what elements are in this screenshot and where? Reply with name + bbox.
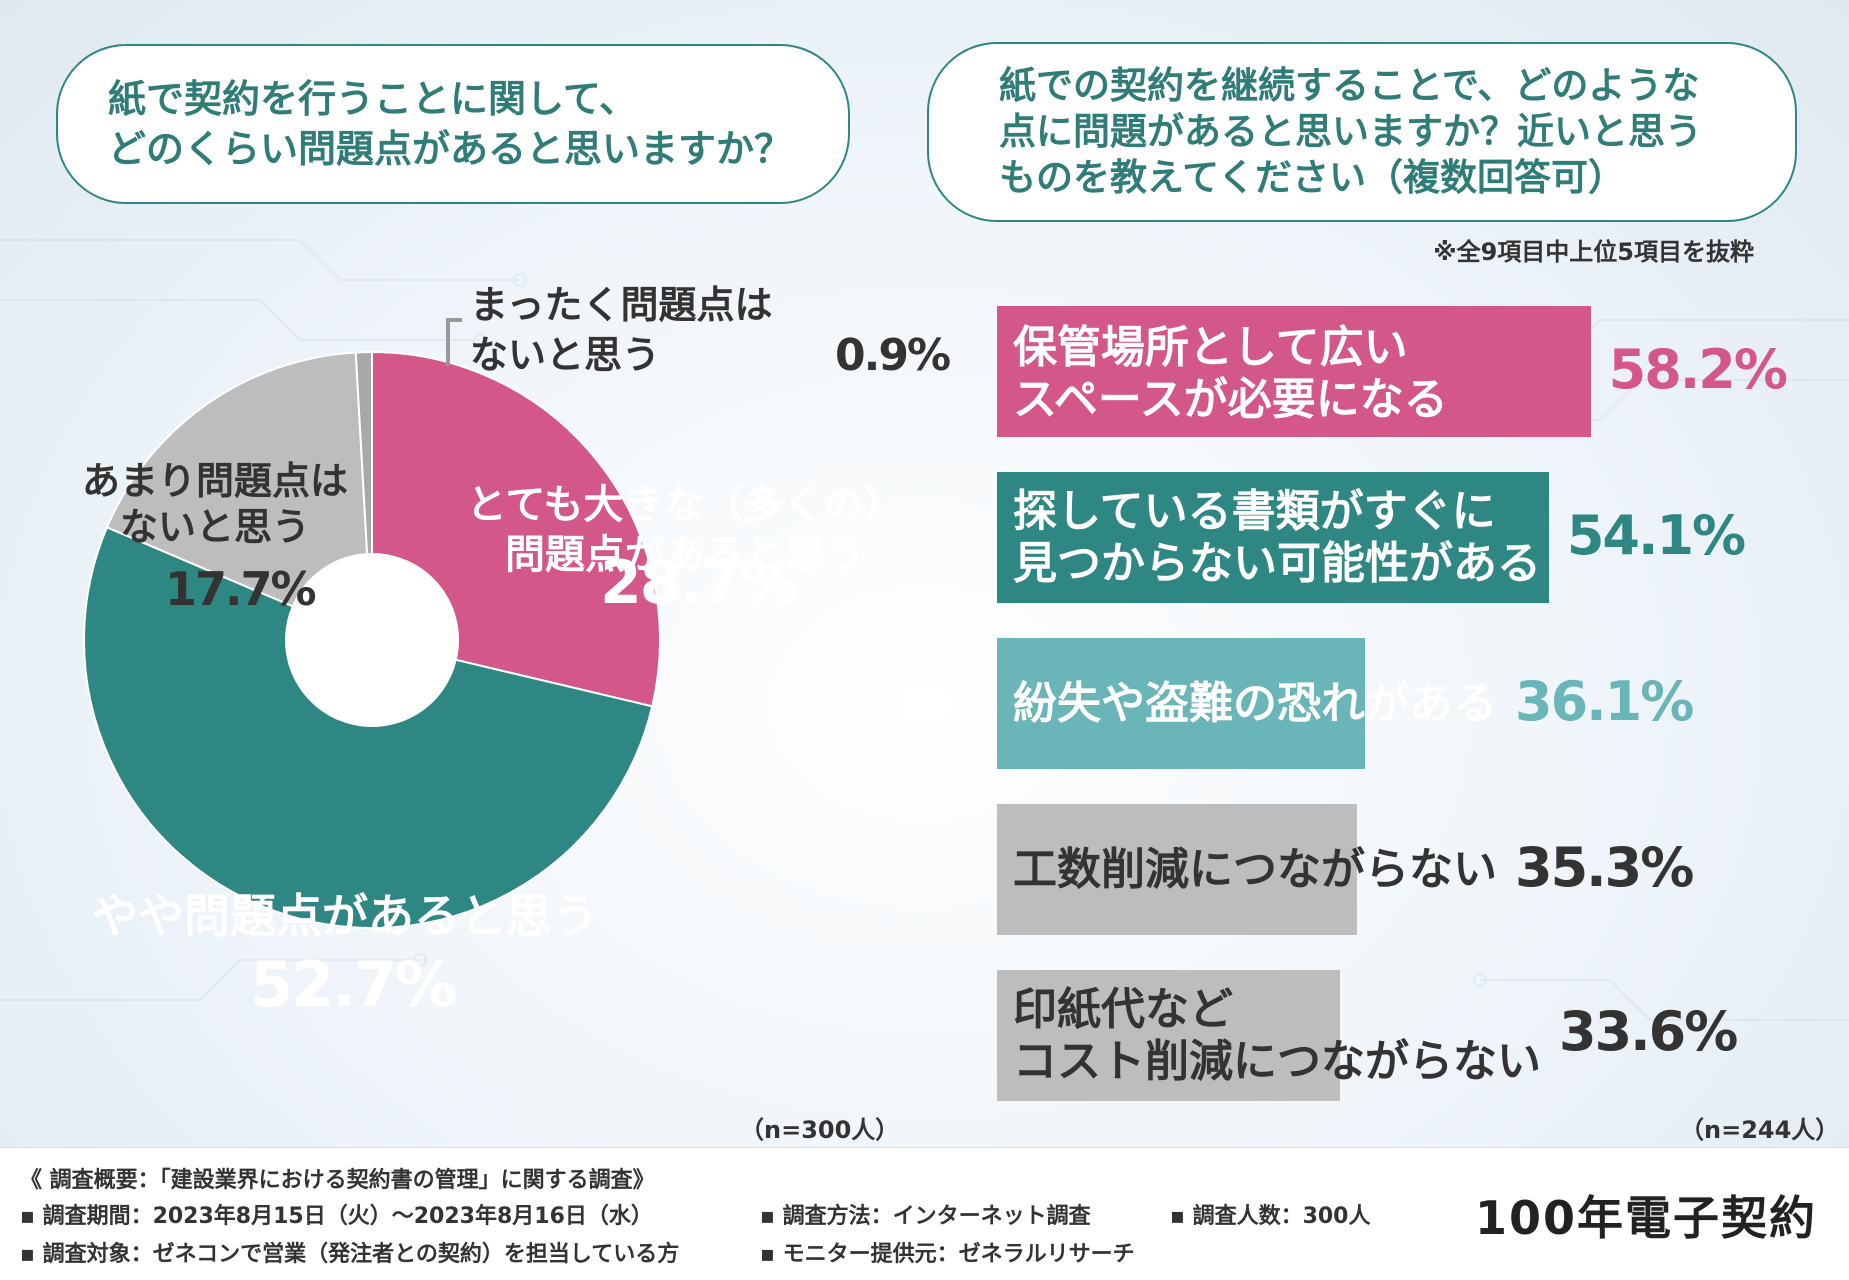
survey-footer: 《 調査概要：「建設業界における契約書の管理」に関する調査》 ▪ 調査期間：20… — [0, 1147, 1849, 1280]
donut-chart: とても大きな（多くの） 問題点があると思う 28.7% やや問題点があると思う … — [0, 283, 951, 1100]
slice-value-none: 0.9% — [835, 330, 951, 381]
slice-not-much — [105, 351, 369, 608]
right-question-text: 紙での契約を継続することで、どのような 点に問題があると思いますか？近いと思う … — [999, 64, 1702, 199]
bar-4 — [997, 970, 1340, 1101]
bar-value-3: 35.3% — [1515, 836, 1694, 899]
n-right: （n=244人） — [1680, 1116, 1840, 1144]
bar-1 — [997, 472, 1549, 603]
bar-label-1: 探している書類がすぐに 見つからない可能性がある — [1013, 486, 1541, 589]
bar-value-2: 36.1% — [1515, 670, 1694, 733]
donut-hole — [286, 554, 458, 726]
bar-label-4: 印紙代など コスト削減につながらない — [1013, 984, 1541, 1087]
slice-label-very-big-text: とても大きな（多くの） 問題点があると思う — [466, 482, 904, 578]
brand-logo: 100年電子契約 — [1474, 1191, 1817, 1245]
slice-label-not-much: あまり問題点は ないと思う — [81, 459, 348, 549]
slice-value-somewhat: 52.7% — [250, 948, 457, 1021]
right-note: ※全9項目中上位5項目を抜粋 — [1433, 238, 1754, 266]
n-left: （n=300人） — [740, 1116, 900, 1144]
left-question-box: 紙で契約を行うことに関して、 どのくらい問題点があると思いますか？ — [56, 44, 850, 204]
bar-value-1: 54.1% — [1566, 504, 1746, 567]
slice-label-very-big: とても大きな（多くの） 問題点があると思う — [455, 430, 915, 580]
footer-target: ▪ 調査対象：ゼネコンで営業（発注者との契約）を担当している方 — [20, 1242, 680, 1267]
bar-0 — [997, 306, 1591, 437]
bar-value-4: 33.6% — [1559, 1000, 1738, 1063]
bar-value-0: 58.2% — [1608, 338, 1788, 401]
bar-label-0: 保管場所として広い スペースが必要になる — [1013, 322, 1448, 425]
slice-label-none: まったく問題点は ないと思う — [470, 283, 773, 377]
bar-label-2: 紛失や盗難の恐れがある — [1013, 678, 1497, 729]
footer-method: ▪ 調査方法：インターネット調査 — [760, 1204, 1091, 1229]
donut-svg — [83, 318, 661, 929]
bar-3 — [997, 804, 1358, 935]
footer-count: ▪ 調査人数：300人 — [1170, 1204, 1371, 1229]
bar-label-3: 工数削減につながらない — [1013, 844, 1497, 895]
right-question-box: 紙での契約を継続することで、どのような 点に問題があると思いますか？近いと思う … — [927, 42, 1797, 222]
footer-period: ▪ 調査期間：2023年8月15日（火）～2023年8月16日（水） — [20, 1204, 653, 1229]
leader-line-none — [446, 318, 462, 366]
footer-provider: ▪ モニター提供元：ゼネラルリサーチ — [760, 1242, 1135, 1267]
slice-label-somewhat: やや問題点があると思う — [92, 889, 598, 943]
bar-2 — [997, 638, 1366, 769]
left-question-text: 紙で契約を行うことに関して、 どのくらい問題点があると思いますか？ — [108, 77, 793, 171]
slice-value-not-much: 17.7% — [165, 562, 317, 616]
slice-value-very-big: 28.7% — [600, 548, 800, 618]
footer-overview: 《 調査概要：「建設業界における契約書の管理」に関する調査》 — [20, 1168, 655, 1193]
